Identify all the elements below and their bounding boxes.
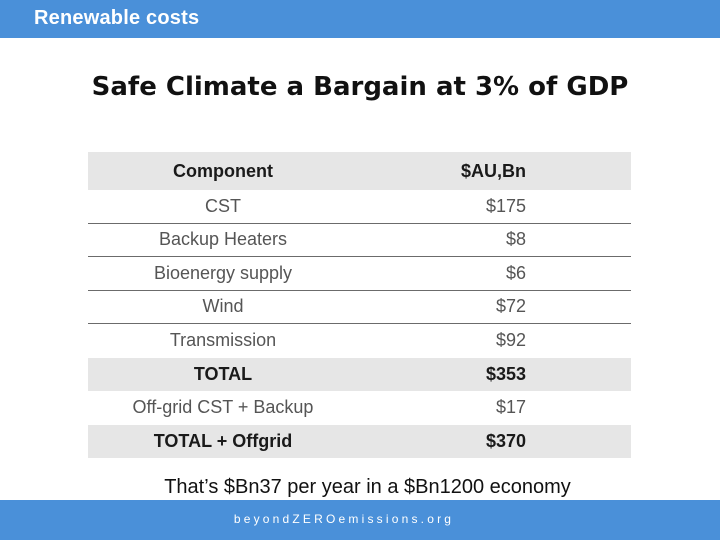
- component-cell: Bioenergy supply: [153, 262, 293, 283]
- cost-cell: $370: [485, 430, 526, 451]
- component-cell: Wind: [202, 296, 244, 317]
- header-title: Renewable costs: [34, 7, 200, 29]
- component-cell: Backup Heaters: [158, 229, 288, 250]
- header-bar: [0, 0, 720, 38]
- cost-cell: $353: [485, 363, 526, 384]
- table-row: Transmission $92: [88, 324, 631, 358]
- column-header-cost: $AU,Bn: [460, 160, 526, 181]
- footer-website: beyondZEROemissions.org: [233, 512, 455, 526]
- cost-cell: $72: [495, 296, 526, 317]
- table-row: Wind $72: [88, 291, 631, 324]
- cost-cell: $17: [495, 397, 526, 418]
- cost-cell: $6: [505, 262, 526, 283]
- table-row: CST $175: [88, 190, 631, 224]
- cost-cell: $175: [485, 195, 526, 216]
- total-row: TOTAL $353: [88, 357, 631, 391]
- table-header-row: Component $AU,Bn: [88, 152, 631, 190]
- column-header-component: Component: [173, 160, 273, 181]
- summary-text: That’s $Bn37 per year in a $Bn1200 econo…: [164, 476, 571, 498]
- component-cell: Transmission: [169, 330, 277, 351]
- component-cell: Off-grid CST + Backup: [132, 397, 314, 418]
- slide-title: Safe Climate a Bargain at 3% of GDP: [91, 72, 629, 102]
- cost-cell: $8: [505, 229, 526, 250]
- table-row: Off-grid CST + Backup $17: [88, 391, 631, 425]
- component-cell: CST: [205, 195, 241, 216]
- table-row: Backup Heaters $8: [88, 224, 631, 257]
- cost-cell: $92: [495, 330, 526, 351]
- cost-table: Component $AU,Bn CST $175 Backup Heaters…: [88, 152, 631, 458]
- footer-bar: [0, 500, 720, 540]
- table-row: Bioenergy supply $6: [88, 257, 631, 291]
- grand-total-row: TOTAL + Offgrid $370: [88, 424, 631, 458]
- component-cell: TOTAL: [193, 363, 253, 384]
- component-cell: TOTAL + Offgrid: [153, 430, 293, 451]
